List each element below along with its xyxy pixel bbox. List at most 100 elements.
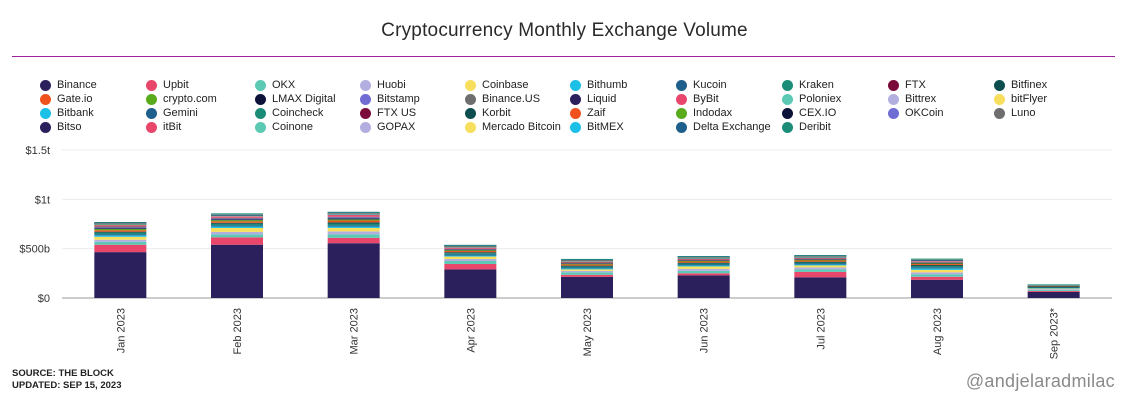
bar-segment[interactable] <box>211 222 263 224</box>
bar-segment[interactable] <box>911 262 963 264</box>
bar-segment[interactable] <box>327 223 380 226</box>
bar-segment[interactable] <box>911 268 963 270</box>
bar-segment[interactable] <box>794 259 847 261</box>
legend-item[interactable]: Coinbase <box>465 78 528 92</box>
legend-item[interactable]: bitFlyer <box>994 92 1047 106</box>
bar-segment[interactable] <box>1027 291 1080 298</box>
bar-segment[interactable] <box>911 266 963 268</box>
legend-item[interactable]: OKCoin <box>888 106 944 120</box>
bar-segment[interactable] <box>94 222 147 223</box>
bar-segment[interactable] <box>94 222 147 224</box>
bar-segment[interactable] <box>1027 289 1080 291</box>
bar-segment[interactable] <box>211 231 263 235</box>
bar-segment[interactable] <box>911 262 963 263</box>
bar-segment[interactable] <box>327 217 380 219</box>
bar-segment[interactable] <box>561 276 613 298</box>
bar-segment[interactable] <box>911 261 963 263</box>
bar-segment[interactable] <box>94 228 147 230</box>
legend-item[interactable]: FTX US <box>360 106 416 120</box>
bar-segment[interactable] <box>211 227 263 232</box>
bar-segment[interactable] <box>1027 290 1080 292</box>
bar-segment[interactable] <box>1027 286 1080 288</box>
bar-segment[interactable] <box>794 263 847 265</box>
bar-segment[interactable] <box>94 224 147 227</box>
legend-item[interactable]: Gemini <box>146 106 198 120</box>
bar-segment[interactable] <box>94 239 147 242</box>
bar-segment[interactable] <box>561 272 613 275</box>
bar-segment[interactable] <box>211 220 263 222</box>
legend-item[interactable]: Binance.US <box>465 92 540 106</box>
bar-segment[interactable] <box>444 248 497 250</box>
bar-segment[interactable] <box>94 236 147 240</box>
legend-item[interactable]: Delta Exchange <box>676 120 771 134</box>
bar-segment[interactable] <box>677 265 730 267</box>
bar-segment[interactable] <box>94 252 147 298</box>
bar-segment[interactable] <box>94 244 147 253</box>
bar-segment[interactable] <box>327 231 380 235</box>
bar-segment[interactable] <box>444 251 497 253</box>
bar-segment[interactable] <box>327 214 380 217</box>
legend-item[interactable]: Luno <box>994 106 1035 120</box>
legend-item[interactable]: itBit <box>146 120 181 134</box>
bar-segment[interactable] <box>1027 289 1080 290</box>
legend-item[interactable]: Deribit <box>782 120 831 134</box>
bar-segment[interactable] <box>211 221 263 223</box>
legend-item[interactable]: Korbit <box>465 106 511 120</box>
bar-segment[interactable] <box>94 232 147 235</box>
legend-item[interactable]: CEX.IO <box>782 106 836 120</box>
bar-segment[interactable] <box>911 267 963 269</box>
bar-segment[interactable] <box>677 275 730 298</box>
bar-segment[interactable] <box>94 230 147 232</box>
legend-item[interactable]: ByBit <box>676 92 719 106</box>
bar-segment[interactable] <box>794 255 847 256</box>
bar-segment[interactable] <box>211 226 263 228</box>
legend-item[interactable]: LMAX Digital <box>255 92 336 106</box>
bar-segment[interactable] <box>444 254 497 256</box>
bar-segment[interactable] <box>561 263 613 265</box>
bar-segment[interactable] <box>561 268 613 270</box>
bar-segment[interactable] <box>794 262 847 264</box>
bar-segment[interactable] <box>677 260 730 261</box>
legend-item[interactable]: Binance <box>40 78 97 92</box>
bar-segment[interactable] <box>444 259 497 261</box>
bar-segment[interactable] <box>444 247 497 249</box>
bar-segment[interactable] <box>561 266 613 268</box>
bar-segment[interactable] <box>561 261 613 263</box>
bar-segment[interactable] <box>211 213 263 214</box>
bar-segment[interactable] <box>794 271 847 278</box>
bar-segment[interactable] <box>911 265 963 267</box>
legend-item[interactable]: Bitfinex <box>994 78 1047 92</box>
legend-item[interactable]: FTX <box>888 78 926 92</box>
bar-segment[interactable] <box>561 267 613 269</box>
bar-segment[interactable] <box>327 225 380 227</box>
bar-segment[interactable] <box>211 223 263 226</box>
legend-item[interactable]: Coincheck <box>255 106 323 120</box>
legend-item[interactable]: Mercado Bitcoin <box>465 120 561 134</box>
bar-segment[interactable] <box>327 212 380 213</box>
bar-segment[interactable] <box>444 269 497 298</box>
bar-segment[interactable] <box>911 258 963 260</box>
legend-item[interactable]: Gate.io <box>40 92 92 106</box>
bar-segment[interactable] <box>444 252 497 254</box>
legend-item[interactable]: Bithumb <box>570 78 627 92</box>
bar-segment[interactable] <box>677 266 730 269</box>
bar-segment[interactable] <box>1027 288 1080 290</box>
bar-segment[interactable] <box>677 270 730 274</box>
bar-segment[interactable] <box>327 243 380 298</box>
bar-segment[interactable] <box>444 249 497 251</box>
bar-segment[interactable] <box>94 241 147 245</box>
legend-item[interactable]: BitMEX <box>570 120 624 134</box>
bar-segment[interactable] <box>794 277 847 298</box>
bar-segment[interactable] <box>211 219 263 221</box>
bar-segment[interactable] <box>94 229 147 231</box>
bar-segment[interactable] <box>677 268 730 271</box>
bar-segment[interactable] <box>211 217 263 219</box>
bar-segment[interactable] <box>1027 284 1080 285</box>
bar-segment[interactable] <box>327 218 380 220</box>
bar-segment[interactable] <box>327 222 380 224</box>
bar-segment[interactable] <box>561 274 613 277</box>
bar-segment[interactable] <box>794 259 847 260</box>
bar-segment[interactable] <box>794 257 847 259</box>
bar-segment[interactable] <box>911 264 963 266</box>
bar-segment[interactable] <box>327 227 380 232</box>
